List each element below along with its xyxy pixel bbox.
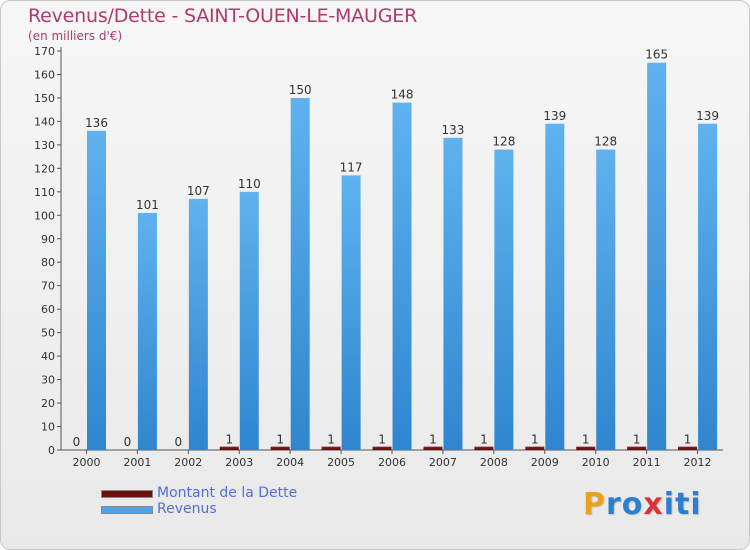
data-label-dette: 1 xyxy=(378,433,386,447)
bar-revenus xyxy=(188,198,208,450)
legend-label-dette: Montant de la Dette xyxy=(157,485,298,501)
bar-revenus xyxy=(392,102,412,451)
data-label-revenus: 139 xyxy=(696,109,719,123)
data-label-revenus: 128 xyxy=(492,135,515,149)
x-tick-label: 2009 xyxy=(531,456,559,469)
y-tick-label: 50 xyxy=(41,327,55,340)
bar-dette xyxy=(576,446,596,450)
y-tick-label: 130 xyxy=(34,139,55,152)
bar-revenus xyxy=(545,123,565,451)
x-tick-label: 2008 xyxy=(480,456,508,469)
data-label-dette: 1 xyxy=(531,433,539,447)
y-tick-label: 160 xyxy=(34,68,55,81)
x-tick-label: 2001 xyxy=(123,456,151,469)
y-tick-label: 20 xyxy=(41,397,55,410)
y-tick-label: 60 xyxy=(41,303,55,316)
chart-subtitle: (en milliers d'€) xyxy=(28,29,123,43)
x-tick-label: 2006 xyxy=(378,456,406,469)
data-label-revenus: 117 xyxy=(340,160,363,174)
bar-revenus xyxy=(494,149,514,450)
x-tick-label: 2004 xyxy=(276,456,304,469)
y-tick-label: 0 xyxy=(48,444,55,457)
logo-letter: r xyxy=(606,487,622,522)
y-tick-label: 100 xyxy=(34,209,55,222)
bar-dette xyxy=(219,446,239,450)
y-tick-label: 120 xyxy=(34,162,55,175)
y-tick-label: 110 xyxy=(34,186,55,199)
y-tick-label: 150 xyxy=(34,92,55,105)
data-label-revenus: 136 xyxy=(85,116,108,130)
bar-dette xyxy=(372,446,392,450)
bar-dette xyxy=(525,446,545,450)
bar-revenus xyxy=(137,212,157,450)
bar-dette xyxy=(423,446,443,450)
y-tick-label: 170 xyxy=(34,45,55,58)
data-label-dette: 1 xyxy=(582,433,590,447)
y-tick-label: 140 xyxy=(34,115,55,128)
data-label-revenus: 128 xyxy=(594,135,617,149)
data-label-dette: 1 xyxy=(633,433,641,447)
bar-revenus xyxy=(239,191,259,450)
logo-letter: i xyxy=(663,487,676,522)
bar-revenus xyxy=(290,97,310,451)
data-label-dette: 1 xyxy=(276,433,284,447)
data-label-revenus: 107 xyxy=(187,184,210,198)
data-label-revenus: 110 xyxy=(238,177,261,191)
y-tick-label: 30 xyxy=(41,374,55,387)
y-tick-label: 10 xyxy=(41,421,55,434)
x-tick-label: 2012 xyxy=(684,456,712,469)
legend-swatch-revenus xyxy=(101,506,153,514)
legend-swatch-dette xyxy=(101,490,153,498)
data-label-dette: 1 xyxy=(684,433,692,447)
data-label-dette: 0 xyxy=(73,435,81,449)
data-label-revenus: 139 xyxy=(543,109,566,123)
legend-label-revenus: Revenus xyxy=(157,501,217,517)
logo-letter: t xyxy=(675,487,691,522)
x-tick-label: 2003 xyxy=(225,456,253,469)
data-label-dette: 1 xyxy=(429,433,437,447)
bar-revenus xyxy=(698,123,718,451)
y-tick-label: 40 xyxy=(41,350,55,363)
bar-revenus xyxy=(596,149,616,450)
logo-letter: o xyxy=(621,487,644,522)
y-tick-label: 80 xyxy=(41,256,55,269)
logo-letter: x xyxy=(643,487,664,522)
proxiti-logo: Proxiti xyxy=(583,487,702,522)
data-label-revenus: 165 xyxy=(645,48,668,62)
bar-dette xyxy=(678,446,698,450)
data-label-dette: 1 xyxy=(225,433,233,447)
data-label-revenus: 101 xyxy=(136,198,159,212)
y-tick-label: 70 xyxy=(41,280,55,293)
bar-revenus xyxy=(341,175,361,451)
chart-title: Revenus/Dette - SAINT-OUEN-LE-MAUGER xyxy=(28,5,418,27)
bar-revenus xyxy=(87,130,106,451)
bar-dette xyxy=(474,446,494,450)
x-tick-label: 2000 xyxy=(72,456,100,469)
data-label-dette: 0 xyxy=(175,435,183,449)
data-label-revenus: 150 xyxy=(289,83,312,97)
logo-letter: P xyxy=(583,487,606,522)
bar-dette xyxy=(321,446,341,450)
data-label-dette: 1 xyxy=(480,433,488,447)
data-label-dette: 0 xyxy=(124,435,132,449)
data-label-revenus: 148 xyxy=(391,88,414,102)
x-tick-label: 2005 xyxy=(327,456,355,469)
bar-revenus xyxy=(443,137,463,450)
data-label-dette: 1 xyxy=(327,433,335,447)
x-tick-label: 2011 xyxy=(633,456,661,469)
x-tick-label: 2007 xyxy=(429,456,457,469)
logo-letter: i xyxy=(690,487,702,522)
x-tick-label: 2002 xyxy=(174,456,202,469)
x-tick-label: 2010 xyxy=(582,456,610,469)
bar-dette xyxy=(627,446,647,450)
data-label-revenus: 133 xyxy=(442,123,465,137)
bar-dette xyxy=(270,446,290,450)
y-tick-label: 90 xyxy=(41,233,55,246)
bar-revenus xyxy=(647,62,667,451)
